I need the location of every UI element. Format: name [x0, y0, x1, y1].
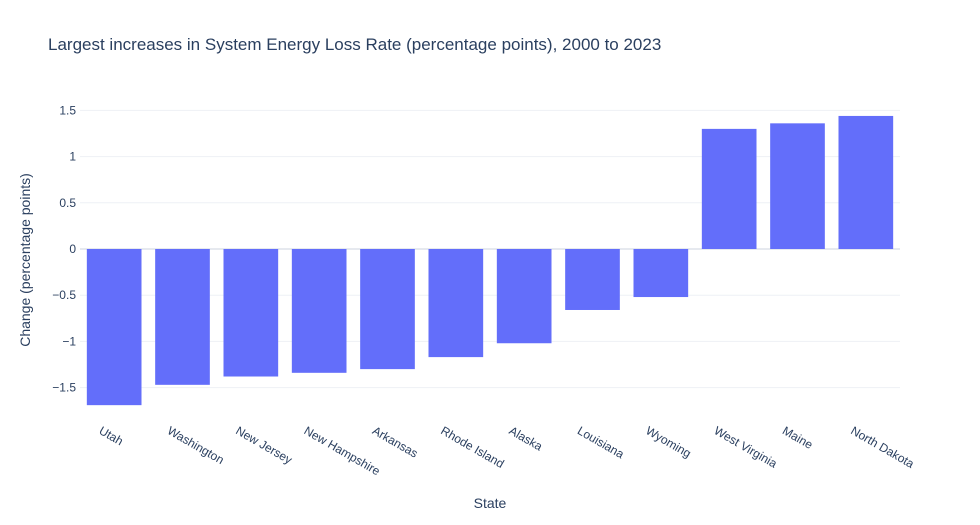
bar-new-hampshire[interactable] [291, 249, 347, 373]
x-tick-label: Washington [165, 423, 227, 467]
y-tick-labels: −1.5 −1 −0.5 0 0.5 1 1.5 [52, 103, 76, 394]
x-tick-label: Utah [97, 423, 126, 448]
x-axis-title: State [474, 495, 507, 511]
x-tick-label: North Dakota [848, 423, 917, 471]
x-tick-label: Louisiana [575, 423, 627, 461]
y-tick-label: −1.5 [52, 381, 76, 395]
x-tick-label: Arkansas [370, 423, 420, 460]
bar-louisiana[interactable] [565, 249, 620, 310]
y-tick-label: −1 [62, 334, 76, 348]
bar-new-jersey[interactable] [223, 249, 279, 377]
x-tick-label: Alaska [507, 423, 545, 453]
chart-title: Largest increases in System Energy Loss … [48, 35, 661, 54]
bar-wyoming[interactable] [633, 249, 689, 298]
bar-west-virginia[interactable] [701, 128, 757, 249]
bar-washington[interactable] [155, 249, 210, 385]
bar-layer [86, 115, 894, 406]
bar-arkansas[interactable] [360, 249, 415, 370]
x-tick-label: Rhode Island [438, 423, 506, 470]
bar-north-dakota[interactable] [838, 115, 894, 249]
x-tick-label: Wyoming [643, 423, 693, 460]
x-tick-label: West Virginia [712, 423, 780, 470]
y-tick-label: −0.5 [52, 288, 76, 302]
bar-utah[interactable] [86, 249, 142, 406]
y-axis-title: Change (percentage points) [17, 173, 33, 347]
bar-maine[interactable] [770, 123, 825, 249]
x-tick-label: New Hampshire [302, 423, 383, 478]
x-tick-label: Maine [780, 423, 816, 452]
x-tick-label: New Jersey [233, 423, 294, 466]
bar-rhode-island[interactable] [428, 249, 484, 358]
y-tick-label: 1 [69, 150, 76, 164]
x-tick-labels: Utah Washington New Jersey New HampshireArk… [97, 423, 917, 478]
y-tick-label: 0.5 [59, 196, 76, 210]
y-tick-label: 1.5 [59, 103, 76, 117]
grid-layer [80, 109, 900, 389]
bar-alaska[interactable] [496, 249, 552, 344]
y-tick-label: 0 [69, 242, 76, 256]
